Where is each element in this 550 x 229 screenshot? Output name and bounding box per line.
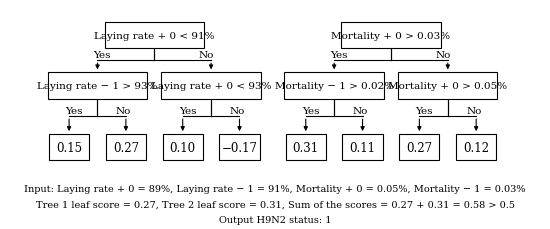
Text: Yes: Yes: [65, 107, 82, 116]
Text: No: No: [229, 107, 245, 116]
Text: 0.15: 0.15: [56, 141, 82, 154]
Text: −0.17: −0.17: [222, 141, 257, 154]
FancyBboxPatch shape: [161, 73, 261, 99]
Text: No: No: [199, 51, 214, 60]
FancyBboxPatch shape: [399, 134, 439, 161]
Text: Tree 1 leaf score = 0.27, Tree 2 leaf score = 0.31, Sum of the scores = 0.27 + 0: Tree 1 leaf score = 0.27, Tree 2 leaf sc…: [36, 200, 514, 209]
Text: Output H9N2 status: 1: Output H9N2 status: 1: [219, 215, 331, 224]
FancyBboxPatch shape: [49, 134, 89, 161]
Text: No: No: [436, 51, 451, 60]
FancyBboxPatch shape: [456, 134, 496, 161]
Text: Yes: Yes: [302, 107, 319, 116]
FancyBboxPatch shape: [285, 134, 326, 161]
Text: Mortality − 1 > 0.02%: Mortality − 1 > 0.02%: [274, 82, 394, 90]
FancyBboxPatch shape: [104, 23, 204, 49]
Text: Yes: Yes: [415, 107, 433, 116]
FancyBboxPatch shape: [341, 23, 441, 49]
Text: Laying rate − 1 > 93%: Laying rate − 1 > 93%: [37, 82, 158, 90]
FancyBboxPatch shape: [343, 134, 383, 161]
Text: 0.10: 0.10: [169, 141, 196, 154]
FancyBboxPatch shape: [106, 134, 146, 161]
Text: 0.12: 0.12: [463, 141, 489, 154]
Text: No: No: [466, 107, 481, 116]
Text: Laying rate + 0 < 91%: Laying rate + 0 < 91%: [94, 32, 214, 41]
Text: 0.27: 0.27: [113, 141, 139, 154]
Text: 0.27: 0.27: [406, 141, 432, 154]
Text: No: No: [116, 107, 131, 116]
Text: Mortality + 0 > 0.05%: Mortality + 0 > 0.05%: [388, 82, 507, 90]
Text: 0.31: 0.31: [293, 141, 319, 154]
FancyBboxPatch shape: [48, 73, 147, 99]
Text: Input: Laying rate + 0 = 89%, Laying rate − 1 = 91%, Mortality + 0 = 0.05%, Mort: Input: Laying rate + 0 = 89%, Laying rat…: [24, 184, 526, 193]
Text: Laying rate + 0 < 93%: Laying rate + 0 < 93%: [151, 82, 271, 90]
FancyBboxPatch shape: [219, 134, 260, 161]
Text: Yes: Yes: [330, 51, 348, 60]
Text: 0.11: 0.11: [350, 141, 376, 154]
FancyBboxPatch shape: [398, 73, 498, 99]
Text: Mortality + 0 > 0.03%: Mortality + 0 > 0.03%: [332, 32, 450, 41]
Text: No: No: [353, 107, 368, 116]
FancyBboxPatch shape: [163, 134, 203, 161]
Text: Yes: Yes: [94, 51, 111, 60]
FancyBboxPatch shape: [284, 73, 384, 99]
Text: Yes: Yes: [179, 107, 196, 116]
